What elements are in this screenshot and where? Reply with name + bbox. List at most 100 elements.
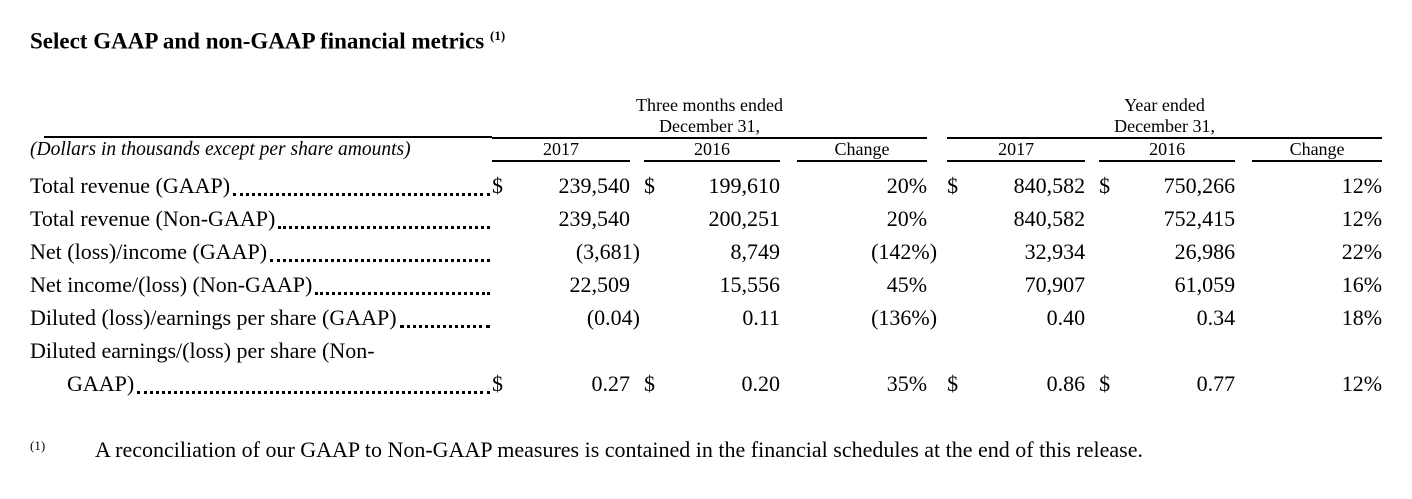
col-header-ye-change: Change <box>1252 137 1383 162</box>
cell-ye-2017: 70,907 <box>1024 271 1086 297</box>
col-gap <box>780 161 797 202</box>
cell-ye-2016: 61,059 <box>1174 271 1236 297</box>
cell-ye-change: 16% <box>1341 271 1383 297</box>
cell-ye-2016: 0.34 <box>1196 304 1236 330</box>
footnote: (1) A reconciliation of our GAAP to Non-… <box>30 436 1390 464</box>
row-label-text-line1: Diluted earnings/(loss) per share (Non- <box>30 337 375 363</box>
currency-symbol <box>1099 202 1119 235</box>
cell-ye-2016: 752,415 <box>1163 205 1236 231</box>
col-gap <box>780 138 797 161</box>
col-gap <box>1235 301 1252 334</box>
currency-symbol <box>947 301 967 334</box>
currency-symbol <box>1099 301 1119 334</box>
currency-symbol: $ <box>947 370 959 396</box>
col-header-tm-change: Change <box>797 137 928 162</box>
page-title: Select GAAP and non-GAAP financial metri… <box>30 22 1390 55</box>
col-gap <box>1085 202 1099 235</box>
col-gap <box>1235 334 1252 400</box>
currency-symbol <box>644 301 664 334</box>
group-spacer <box>927 95 947 138</box>
financial-metrics-table: Three months ended December 31, Year end… <box>30 94 1383 400</box>
cell-tm-2016: 0.11 <box>742 304 780 330</box>
group-spacer <box>927 138 947 161</box>
col-gap <box>1085 138 1099 161</box>
group-header-line1: Year ended <box>1124 94 1205 115</box>
group-header-line2: December 31, <box>659 115 760 136</box>
title-footnote-ref: (1) <box>489 28 506 43</box>
cell-tm-2016: 8,749 <box>730 238 781 264</box>
col-gap <box>780 202 797 235</box>
table-row: Diluted (loss)/earnings per share (GAAP)… <box>30 301 1382 334</box>
col-gap <box>630 202 644 235</box>
col-gap <box>1235 235 1252 268</box>
group-spacer <box>927 161 947 202</box>
group-spacer <box>927 268 947 301</box>
dot-leader <box>137 390 490 394</box>
row-label: Total revenue (GAAP) <box>30 161 492 202</box>
table-row: Total revenue (Non-GAAP) 239,540 200,251… <box>30 202 1382 235</box>
col-gap <box>630 334 644 400</box>
table-row: Net (loss)/income (GAAP) (3,681) 8,749 (… <box>30 235 1382 268</box>
row-label-text: Net income/(loss) (Non-GAAP) <box>30 271 313 297</box>
year-header-row: (Dollars in thousands except per share a… <box>30 137 1383 162</box>
col-header-tm-2017: 2017 <box>492 137 630 162</box>
cell-tm-2017: (0.04) <box>586 304 640 330</box>
col-gap <box>780 301 797 334</box>
group-header-line1: Three months ended <box>636 94 783 115</box>
col-gap <box>1235 138 1252 161</box>
currency-symbol: $ <box>947 172 959 198</box>
cell-ye-2016: 750,266 <box>1163 172 1236 198</box>
cell-tm-change: 20% <box>886 172 928 198</box>
cell-ye-2016: 26,986 <box>1174 238 1236 264</box>
footnote-text: A reconciliation of our GAAP to Non-GAAP… <box>95 436 1143 462</box>
table-row: Net income/(loss) (Non-GAAP) 22,509 15,5… <box>30 268 1382 301</box>
cell-tm-2017: 239,540 <box>558 205 631 231</box>
col-gap <box>1235 161 1252 202</box>
document-page: Select GAAP and non-GAAP financial metri… <box>30 22 1390 464</box>
row-label-text-line2: GAAP) <box>67 370 135 396</box>
group-header-year: Year ended December 31, <box>947 94 1383 139</box>
dot-leader <box>315 291 490 295</box>
cell-ye-change: 22% <box>1341 238 1383 264</box>
currency-symbol <box>1099 268 1119 301</box>
footnote-marker: (1) <box>30 437 46 453</box>
currency-symbol <box>947 268 967 301</box>
cell-tm-2017: (3,681) <box>575 238 640 264</box>
cell-ye-2017: 840,582 <box>1013 205 1086 231</box>
row-label-text: Net (loss)/income (GAAP) <box>30 238 268 264</box>
cell-tm-2017: 22,509 <box>569 271 631 297</box>
currency-symbol <box>644 235 664 268</box>
currency-symbol <box>1099 235 1119 268</box>
page-title-text: Select GAAP and non-GAAP financial metri… <box>30 28 485 54</box>
row-label: Total revenue (Non-GAAP) <box>30 202 492 235</box>
units-note: (Dollars in thousands except per share a… <box>30 138 411 160</box>
row-label-text: Total revenue (Non-GAAP) <box>30 205 276 231</box>
col-gap <box>630 268 644 301</box>
currency-symbol <box>947 202 967 235</box>
col-gap <box>1085 268 1099 301</box>
row-label: Diluted earnings/(loss) per share (Non- … <box>30 334 492 400</box>
table-row: Total revenue (GAAP) $ 239,540 $ 199,610… <box>30 161 1382 202</box>
col-gap <box>780 235 797 268</box>
table-row: Diluted earnings/(loss) per share (Non- … <box>30 334 1382 400</box>
row-label-text: Diluted (loss)/earnings per share (GAAP) <box>30 304 397 330</box>
group-spacer <box>927 334 947 400</box>
cell-ye-2017: 32,934 <box>1024 238 1086 264</box>
cell-ye-2017: 0.86 <box>1046 370 1086 396</box>
col-gap <box>1085 161 1099 202</box>
currency-symbol: $ <box>644 172 655 198</box>
col-header-ye-2017: 2017 <box>947 137 1086 162</box>
currency-symbol: $ <box>1099 172 1111 198</box>
cell-tm-change: (142%) <box>871 238 938 264</box>
cell-ye-change: 12% <box>1341 205 1383 231</box>
cell-ye-2017: 0.40 <box>1046 304 1086 330</box>
group-spacer <box>927 202 947 235</box>
cell-tm-2016: 199,610 <box>708 172 781 198</box>
row-label: Net income/(loss) (Non-GAAP) <box>30 268 492 301</box>
dot-leader <box>399 324 490 328</box>
currency-symbol: $ <box>492 370 503 396</box>
cell-tm-change: 35% <box>886 370 928 396</box>
currency-symbol <box>492 202 512 235</box>
col-gap <box>630 138 644 161</box>
col-gap <box>1235 268 1252 301</box>
